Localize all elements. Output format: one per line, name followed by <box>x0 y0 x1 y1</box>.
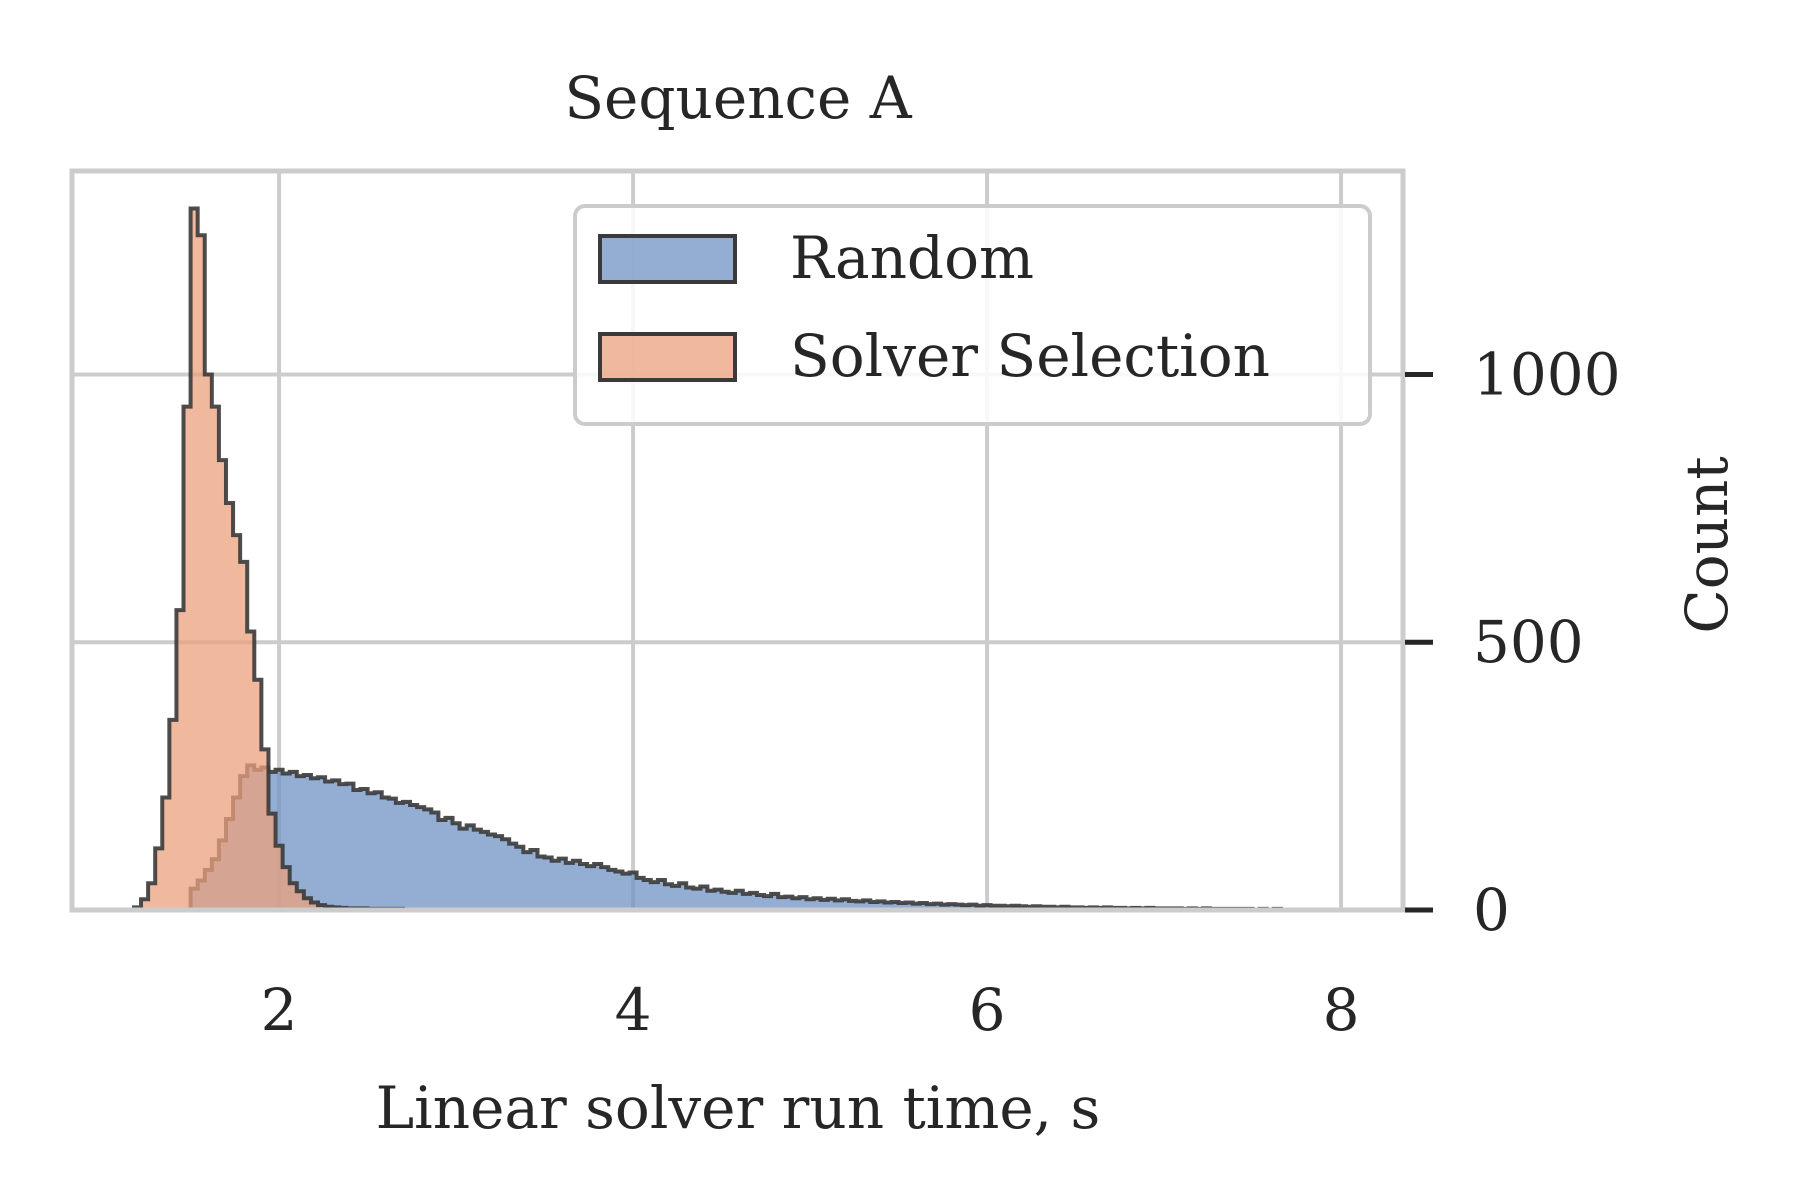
y-tick-label: 1000 <box>1473 340 1621 408</box>
x-axis-ticks: 2 4 6 8 <box>261 976 1360 1044</box>
legend-label-random: Random <box>790 224 1034 292</box>
legend: Random Solver Selection <box>573 204 1372 426</box>
y-tick-label: 0 <box>1473 876 1510 944</box>
chart-title: Sequence A <box>564 64 912 132</box>
legend-box <box>573 204 1372 426</box>
legend-label-solver-selection: Solver Selection <box>790 322 1270 390</box>
y-axis-label: Count <box>1673 456 1741 633</box>
plot-frame <box>69 168 1406 913</box>
x-axis-label: Linear solver run time, s <box>376 1074 1101 1142</box>
legend-swatch-solver-selection <box>598 332 737 382</box>
series-area-random <box>188 763 1347 912</box>
x-tick-label: 8 <box>1323 976 1360 1044</box>
series-random <box>188 763 1347 912</box>
legend-swatch-random <box>598 234 737 284</box>
y-axis-ticks: 0 500 1000 <box>1405 340 1621 944</box>
y-tick-label: 500 <box>1473 608 1584 676</box>
x-tick-label: 6 <box>969 976 1006 1044</box>
x-tick-label: 4 <box>615 976 652 1044</box>
x-tick-label: 2 <box>261 976 298 1044</box>
